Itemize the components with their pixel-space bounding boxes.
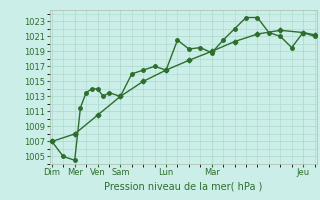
X-axis label: Pression niveau de la mer( hPa ): Pression niveau de la mer( hPa )	[104, 181, 262, 191]
